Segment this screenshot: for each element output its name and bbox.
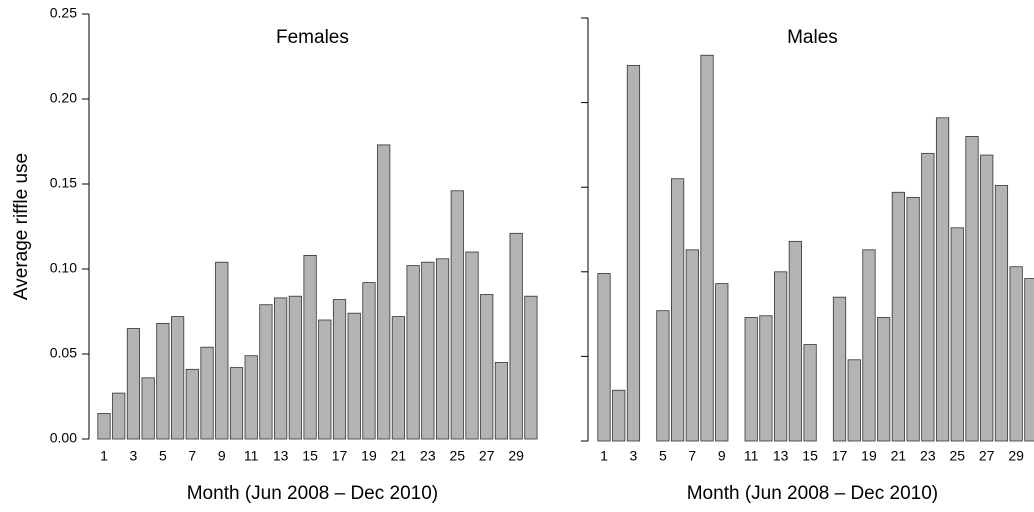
x-tick-label: 21 [891,448,907,464]
bar [509,232,523,440]
bar [906,196,920,442]
bar [921,152,935,442]
bar [715,283,729,442]
bar [612,389,626,442]
bar [597,273,611,442]
x-tick-label: 29 [508,448,524,464]
bar [244,355,258,440]
bar [524,295,538,440]
bar [126,328,141,440]
x-tick-label: 21 [391,448,407,464]
bar [377,144,391,440]
bar [877,317,891,442]
bar [832,296,847,442]
bar [803,344,817,442]
bar [332,299,347,440]
x-tick-label: 19 [861,448,877,464]
bar [391,316,406,440]
y-tick-label: 0.05 [50,345,77,361]
bar [288,295,302,440]
x-tick-label: 25 [449,448,465,464]
bar [935,117,950,442]
x-tick-label: 9 [718,448,726,464]
x-tick-label: 15 [302,448,318,464]
bar [97,413,111,440]
bar [950,227,964,442]
bar [112,392,126,440]
x-tick-label: 23 [920,448,936,464]
bar [435,258,450,440]
bar [626,64,641,442]
x-tick-label: 15 [802,448,818,464]
x-tick-label: 11 [244,448,259,464]
bar [229,367,244,440]
x-tick-label: 11 [744,448,759,464]
x-axis-label: Month (Jun 2008 – Dec 2010) [687,483,938,504]
bar [788,240,802,442]
y-tick-label: 0.00 [50,430,77,446]
bar [774,271,788,442]
panel-title: Females [276,27,349,48]
bar [318,319,332,440]
bar [1024,278,1034,442]
bar [994,185,1009,442]
bar [259,304,273,440]
x-tick-label: 23 [420,448,436,464]
y-axis-label: Average riffle use [11,153,32,300]
bar [759,315,773,442]
x-tick-label: 19 [361,448,377,464]
bar [700,54,714,442]
bar [303,254,317,440]
x-tick-label: 25 [949,448,965,464]
bar [200,346,214,440]
y-tick-label: 0.15 [50,175,77,191]
bar [744,317,758,442]
bar [1009,266,1023,442]
x-tick-label: 3 [630,448,638,464]
x-tick-label: 13 [773,448,789,464]
bar [141,377,155,440]
x-tick-label: 1 [100,448,108,464]
x-tick-label: 17 [332,448,348,464]
bar [671,178,685,442]
x-axis-label: Month (Jun 2008 – Dec 2010) [187,483,438,504]
bar [421,261,435,440]
bar [494,362,509,440]
bar [465,251,479,440]
y-tick-label: 0.10 [50,260,77,276]
bar [156,322,170,440]
bar [185,368,199,440]
x-tick-label: 17 [832,448,848,464]
y-tick-label: 0.20 [50,90,77,106]
bar [965,136,979,442]
x-tick-label: 7 [688,448,696,464]
bar [362,282,376,440]
bar [980,154,994,442]
bar [170,316,185,440]
x-tick-label: 7 [188,448,196,464]
x-tick-label: 27 [979,448,995,464]
bar [347,312,361,440]
bar [480,294,494,440]
x-tick-label: 1 [600,448,608,464]
y-tick-label: 0.25 [50,5,77,21]
x-tick-label: 13 [273,448,289,464]
bar [274,297,288,440]
bar [450,190,464,440]
bar [847,359,861,442]
bar [215,261,229,440]
bar [862,249,876,442]
x-tick-label: 29 [1008,448,1024,464]
panel-title: Males [787,27,838,48]
x-tick-label: 9 [218,448,226,464]
bar [891,191,906,442]
x-tick-label: 5 [159,448,167,464]
bar [685,249,699,442]
x-tick-label: 3 [130,448,138,464]
bar [406,265,420,440]
bar [656,310,670,442]
x-tick-label: 27 [479,448,495,464]
x-tick-label: 5 [659,448,667,464]
